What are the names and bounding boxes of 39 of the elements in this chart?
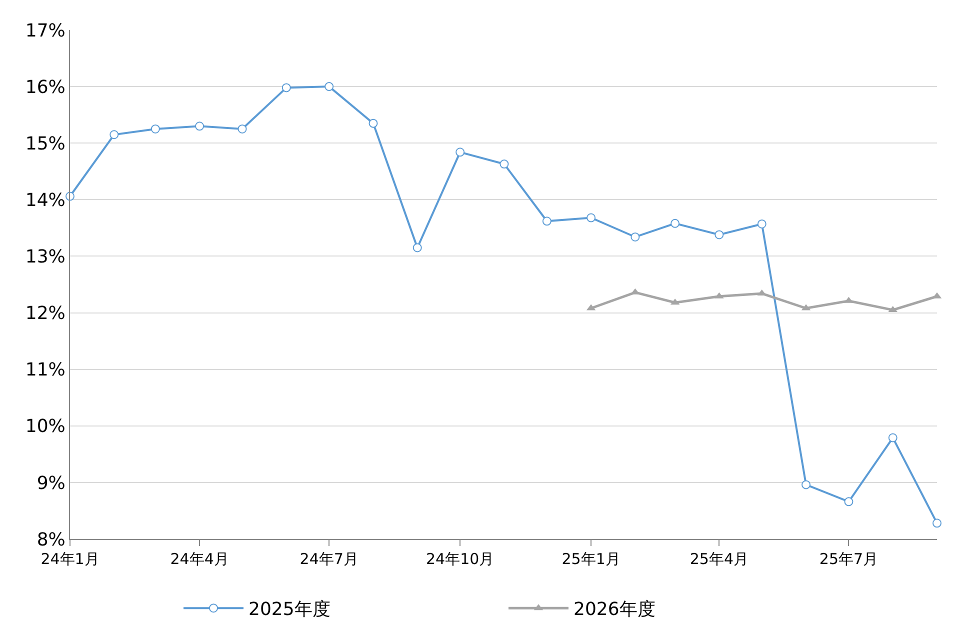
y-tick-label: 11% xyxy=(25,360,66,381)
point xyxy=(586,213,596,222)
point xyxy=(802,480,811,490)
x-tick-label: 24年4月 xyxy=(170,550,229,568)
x-tick-label: 25年1月 xyxy=(562,550,620,568)
x-tick-label: 24年10月 xyxy=(426,550,494,568)
point xyxy=(150,124,160,134)
point xyxy=(412,243,422,252)
point xyxy=(542,216,552,226)
y-tick-label: 16% xyxy=(25,76,66,98)
point xyxy=(238,124,247,134)
legend-label: 2025年度 xyxy=(248,599,330,620)
point xyxy=(368,118,378,128)
y-tick-label: 17% xyxy=(25,20,66,42)
point xyxy=(110,130,119,140)
y-tick-label: 13% xyxy=(25,246,66,268)
point xyxy=(630,232,640,242)
x-tick-label: 24年1月 xyxy=(40,550,100,568)
x-tick-label: 25年7月 xyxy=(819,550,878,568)
point xyxy=(282,83,291,92)
point xyxy=(195,122,204,131)
point xyxy=(456,148,465,157)
point xyxy=(670,218,680,228)
y-tick-label: 8% xyxy=(36,529,66,550)
y-tick-label: 14% xyxy=(25,190,66,211)
point xyxy=(844,497,854,506)
y-tick-label: 12% xyxy=(25,303,66,324)
y-tick-label: 9% xyxy=(36,472,66,494)
y-tick-label: 10% xyxy=(25,416,66,438)
point xyxy=(500,160,509,169)
x-tick-label: 25年4月 xyxy=(690,550,748,568)
legend-label: 2026年度 xyxy=(574,599,656,620)
y-tick-label: 15% xyxy=(25,133,66,154)
point xyxy=(932,518,942,528)
point xyxy=(888,433,898,442)
point xyxy=(757,219,766,228)
point xyxy=(324,82,334,92)
x-tick-label: 24年7月 xyxy=(300,550,358,568)
point xyxy=(714,230,724,240)
